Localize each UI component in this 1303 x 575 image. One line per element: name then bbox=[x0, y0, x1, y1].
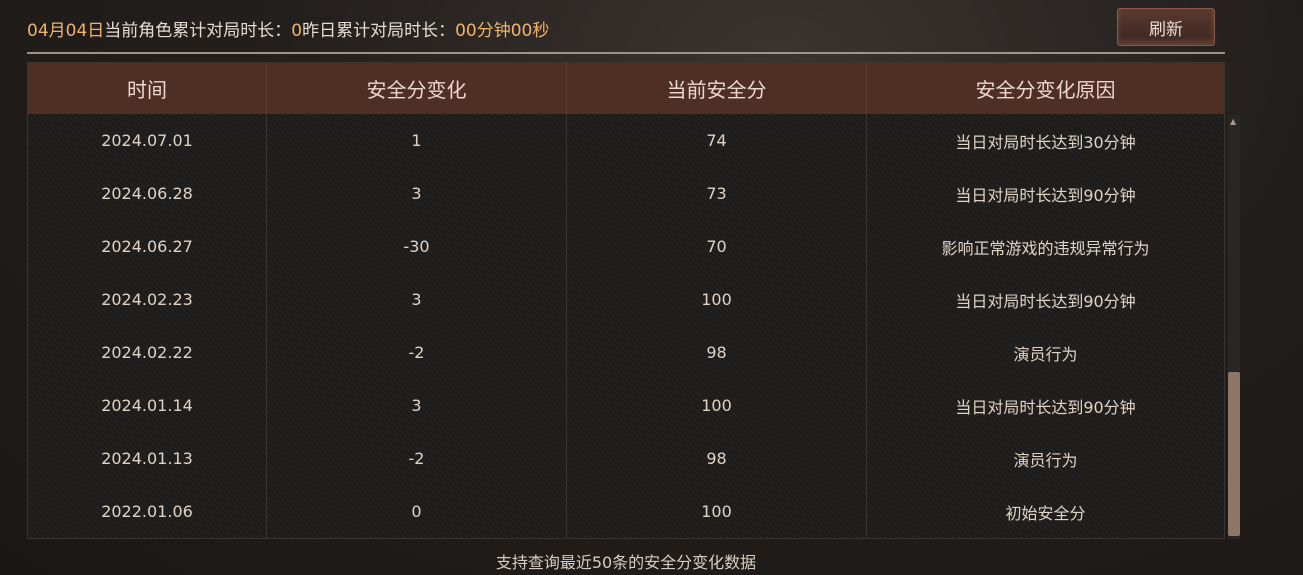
divider bbox=[27, 52, 1225, 54]
cell-change: 3 bbox=[267, 379, 567, 432]
yesterday-duration-value: 00分钟00秒 bbox=[455, 21, 550, 41]
cell-time: 2024.01.13 bbox=[28, 432, 267, 485]
cell-current: 100 bbox=[567, 379, 867, 432]
table-row: 2024.01.14 3 100 当日对局时长达到90分钟 bbox=[28, 379, 1224, 432]
play-time-summary: 04月04日当前角色累计对局时长：0昨日累计对局时长：00分钟00秒 bbox=[27, 16, 549, 41]
cell-time: 2022.01.06 bbox=[28, 485, 267, 538]
cell-time: 2024.06.27 bbox=[28, 220, 267, 273]
refresh-button[interactable]: 刷新 bbox=[1117, 8, 1215, 46]
cell-current: 98 bbox=[567, 326, 867, 379]
yesterday-duration-label: 昨日累计对局时长： bbox=[302, 21, 456, 41]
cell-current: 74 bbox=[567, 114, 867, 167]
cell-reason: 演员行为 bbox=[1013, 450, 1078, 470]
table-row: 2024.07.01 1 74 当日对局时长达到30分钟 bbox=[28, 114, 1224, 167]
cell-time: 2024.02.22 bbox=[28, 326, 267, 379]
footer-note: 支持查询最近50条的安全分变化数据 bbox=[495, 553, 757, 572]
cell-current: 100 bbox=[567, 485, 867, 538]
column-header-time: 时间 bbox=[28, 63, 267, 114]
cell-reason: 当日对局时长达到90分钟 bbox=[955, 291, 1136, 311]
cell-reason: 当日对局时长达到30分钟 bbox=[955, 132, 1136, 152]
current-duration-label: 当前角色累计对局时长： bbox=[104, 21, 292, 41]
cell-change: -2 bbox=[267, 432, 567, 485]
cell-change: -2 bbox=[267, 326, 567, 379]
cell-current: 70 bbox=[567, 220, 867, 273]
cell-change: 3 bbox=[267, 273, 567, 326]
table-header: 时间 安全分变化 当前安全分 安全分变化原因 bbox=[28, 63, 1224, 114]
scroll-up-icon[interactable]: ▲ bbox=[1230, 117, 1237, 126]
table-row: 2022.01.06 0 100 初始安全分 bbox=[28, 485, 1224, 538]
cell-change: 1 bbox=[267, 114, 567, 167]
cell-reason: 当日对局时长达到90分钟 bbox=[955, 185, 1136, 205]
cell-time: 2024.07.01 bbox=[28, 114, 267, 167]
cell-change: 0 bbox=[267, 485, 567, 538]
table-row: 2024.06.27 -30 70 影响正常游戏的违规异常行为 bbox=[28, 220, 1224, 273]
cell-current: 98 bbox=[567, 432, 867, 485]
table-row: 2024.02.23 3 100 当日对局时长达到90分钟 bbox=[28, 273, 1224, 326]
current-duration-value: 0 bbox=[291, 21, 303, 41]
safety-score-table: 时间 安全分变化 当前安全分 安全分变化原因 2024.07.01 1 74 当日对局… bbox=[27, 62, 1225, 539]
table-row: 2024.02.22 -2 98 演员行为 bbox=[28, 326, 1224, 379]
cell-time: 2024.02.23 bbox=[28, 273, 267, 326]
table-row: 2024.01.13 -2 98 演员行为 bbox=[28, 432, 1224, 485]
cell-reason: 演员行为 bbox=[1013, 344, 1078, 364]
cell-time: 2024.06.28 bbox=[28, 167, 267, 220]
cell-reason: 初始安全分 bbox=[1005, 503, 1086, 523]
scrollbar-thumb[interactable] bbox=[1228, 372, 1240, 536]
table-row: 2024.06.28 3 73 当日对局时长达到90分钟 bbox=[28, 167, 1224, 220]
cell-current: 100 bbox=[567, 273, 867, 326]
column-header-current: 当前安全分 bbox=[567, 63, 867, 114]
cell-change: -30 bbox=[267, 220, 567, 273]
column-header-reason: 安全分变化原因 bbox=[975, 78, 1116, 102]
cell-reason: 影响正常游戏的违规异常行为 bbox=[941, 238, 1150, 258]
cell-reason: 当日对局时长达到90分钟 bbox=[955, 397, 1136, 417]
cell-current: 73 bbox=[567, 167, 867, 220]
cell-change: 3 bbox=[267, 167, 567, 220]
cell-time: 2024.01.14 bbox=[28, 379, 267, 432]
date: 04月04日 bbox=[27, 21, 105, 41]
column-header-change: 安全分变化 bbox=[267, 63, 567, 114]
